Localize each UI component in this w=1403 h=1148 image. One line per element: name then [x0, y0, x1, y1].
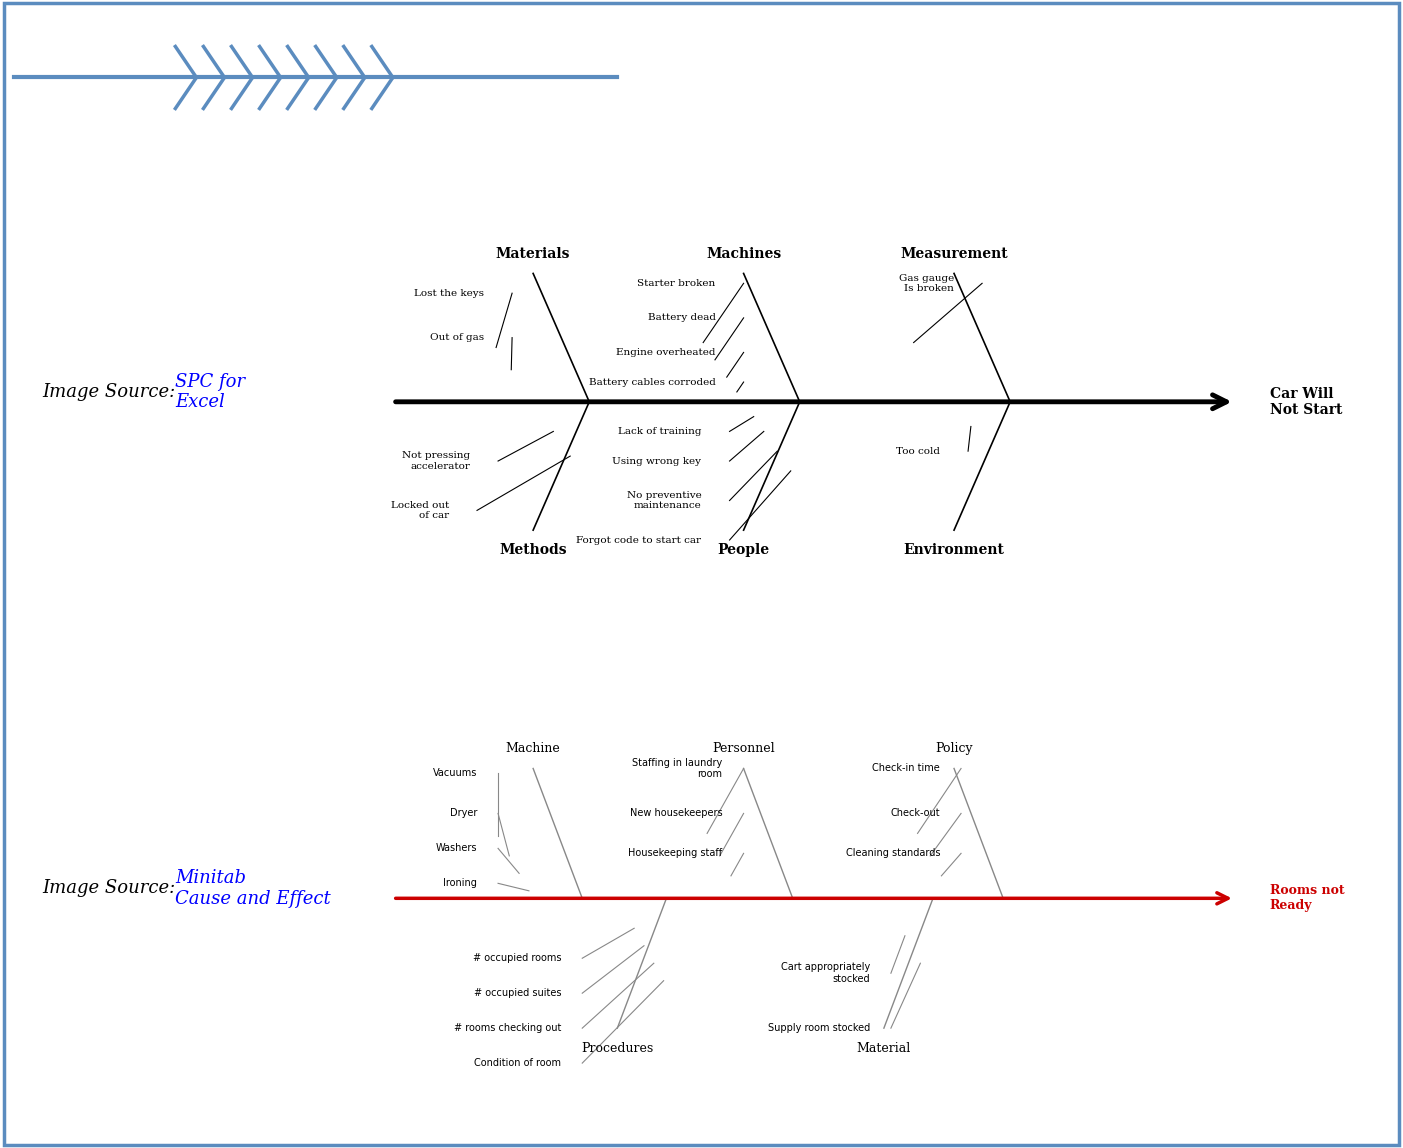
- Text: Lack of training: Lack of training: [617, 427, 702, 436]
- Text: Battery cables corroded: Battery cables corroded: [589, 378, 716, 387]
- Text: Staffing in laundry
room: Staffing in laundry room: [633, 758, 723, 779]
- Text: Forgot code to start car: Forgot code to start car: [577, 535, 702, 544]
- Text: Engine overheated: Engine overheated: [616, 348, 716, 357]
- Text: Minitab
Cause and Effect: Minitab Cause and Effect: [175, 869, 331, 908]
- Text: No preventive
maintenance: No preventive maintenance: [627, 491, 702, 510]
- Text: Washers: Washers: [435, 844, 477, 853]
- Text: Ironing: Ironing: [443, 878, 477, 889]
- Text: People: People: [717, 543, 770, 557]
- Text: Car Will
Not Start: Car Will Not Start: [1270, 387, 1343, 417]
- Text: Out of gas: Out of gas: [429, 333, 484, 342]
- Text: Procedures: Procedures: [581, 1041, 654, 1055]
- Text: # occupied rooms: # occupied rooms: [473, 953, 561, 963]
- Text: Materials: Materials: [495, 247, 571, 261]
- Text: Lost the keys: Lost the keys: [414, 288, 484, 297]
- Text: Gas gauge
Is broken: Gas gauge Is broken: [899, 273, 954, 293]
- Text: Machine: Machine: [505, 742, 561, 755]
- Text: Using wrong key: Using wrong key: [613, 457, 702, 466]
- Text: Measurement: Measurement: [901, 247, 1007, 261]
- Polygon shape: [407, 37, 617, 118]
- Text: Image Source:: Image Source:: [42, 879, 181, 898]
- Polygon shape: [168, 37, 505, 118]
- Text: Supply room stocked: Supply room stocked: [767, 1023, 870, 1033]
- Text: Locked out
of car: Locked out of car: [390, 501, 449, 520]
- Text: # occupied suites: # occupied suites: [474, 988, 561, 999]
- Text: Too cold: Too cold: [897, 447, 940, 456]
- Text: New housekeepers: New housekeepers: [630, 808, 723, 819]
- Text: Check-in time: Check-in time: [873, 763, 940, 774]
- Text: Policy: Policy: [936, 742, 972, 755]
- Text: Starter broken: Starter broken: [637, 279, 716, 288]
- Text: Cleaning standards: Cleaning standards: [846, 848, 940, 859]
- Text: Vacuums: Vacuums: [432, 768, 477, 778]
- Text: SPC for
Excel: SPC for Excel: [175, 373, 246, 411]
- Text: Dryer: Dryer: [449, 808, 477, 819]
- Polygon shape: [14, 31, 140, 124]
- Text: # rooms checking out: # rooms checking out: [453, 1023, 561, 1033]
- Text: Rooms not
Ready: Rooms not Ready: [1270, 884, 1344, 913]
- Text: Check-out: Check-out: [891, 808, 940, 819]
- Text: Methods: Methods: [499, 543, 567, 557]
- Text: Machines: Machines: [706, 247, 781, 261]
- Text: Personnel: Personnel: [713, 742, 774, 755]
- Text: Environment: Environment: [904, 543, 1005, 557]
- Text: Cart appropriately
stocked: Cart appropriately stocked: [780, 962, 870, 984]
- Text: Image Source:: Image Source:: [42, 383, 181, 401]
- Text: Condition of room: Condition of room: [474, 1058, 561, 1068]
- Text: Material: Material: [857, 1041, 911, 1055]
- Text: Housekeeping staff: Housekeeping staff: [629, 848, 723, 859]
- Text: Battery dead: Battery dead: [648, 313, 716, 323]
- Text: Not pressing
accelerator: Not pressing accelerator: [401, 451, 470, 471]
- Text: EXAMPLE DIAGRAM: EXAMPLE DIAGRAM: [563, 60, 1177, 110]
